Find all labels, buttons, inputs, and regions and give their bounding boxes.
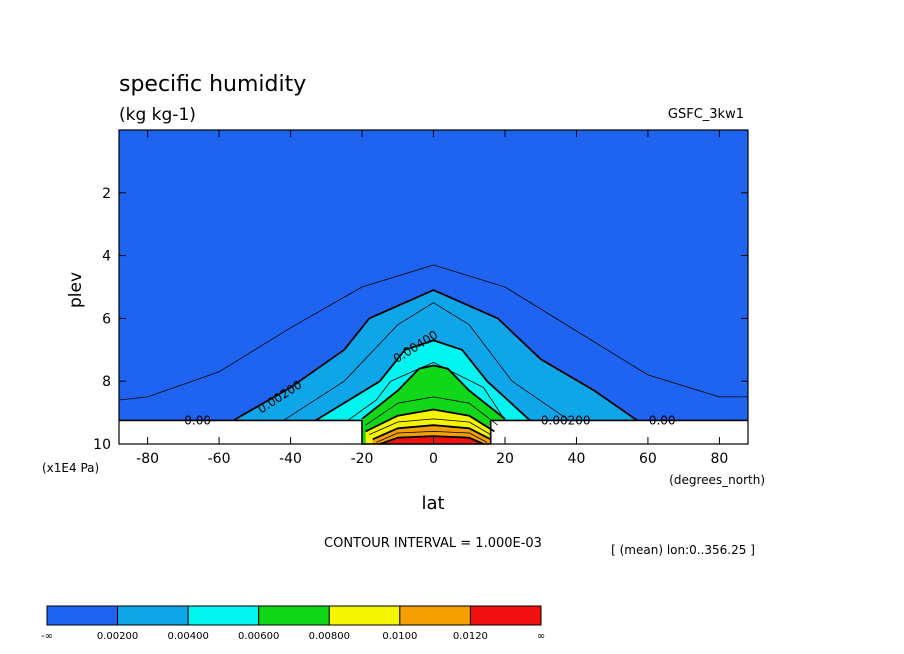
x-tick-label: -20 bbox=[351, 451, 374, 467]
surface-mask-right bbox=[490, 420, 748, 444]
contour-interval-text: CONTOUR INTERVAL = 1.000E-03 bbox=[324, 536, 542, 551]
contour-0.008 bbox=[365, 408, 495, 433]
x-axis-label: lat bbox=[421, 493, 444, 514]
x-tick-label: 40 bbox=[568, 451, 586, 467]
x-tick-label: -40 bbox=[279, 451, 302, 467]
contour-0.001 bbox=[118, 264, 748, 401]
y-tick-label: 8 bbox=[102, 374, 111, 390]
mean-text: [ (mean) lon:0..356.25 ] bbox=[611, 543, 755, 557]
x-tick-label: -60 bbox=[208, 451, 231, 467]
y-tick-label: 4 bbox=[102, 249, 111, 265]
x-tick-label: -80 bbox=[136, 451, 159, 467]
chart-title: specific humidity bbox=[119, 72, 306, 97]
chart-subtitle: (kg kg-1) bbox=[119, 105, 196, 125]
legend-swatch bbox=[469, 605, 542, 626]
contour-0.006 bbox=[361, 364, 506, 420]
contour-0.007 bbox=[365, 396, 499, 426]
y-tick-label: 6 bbox=[102, 311, 111, 327]
contour-0.002 bbox=[232, 289, 638, 422]
contour-label-group: 0.00200 bbox=[541, 413, 591, 427]
legend-swatch bbox=[399, 605, 471, 626]
y-axis-units: (x1E4 Pa) bbox=[42, 461, 99, 475]
contour-label: 0.00 bbox=[649, 413, 676, 427]
surface-mask-left bbox=[119, 420, 362, 444]
legend-label: 0.00600 bbox=[238, 631, 279, 642]
legend-swatch bbox=[258, 605, 330, 626]
y-tick-label: 2 bbox=[102, 186, 111, 202]
contour-0.005 bbox=[347, 361, 506, 421]
legend-label: 0.00200 bbox=[97, 631, 138, 642]
legend-swatch bbox=[46, 605, 119, 626]
y-axis-label: plev bbox=[66, 272, 86, 308]
contour-label: 0.00 bbox=[184, 413, 211, 427]
contour-0.004 bbox=[315, 339, 531, 422]
contour-label-group: 0.00 bbox=[184, 413, 211, 427]
color-legend: -∞ 0.00200 0.00400 0.00600 0.00800 0.0100 0.01… bbox=[41, 605, 545, 642]
x-tick-label: 20 bbox=[496, 451, 514, 467]
x-tick-label: 80 bbox=[710, 451, 728, 467]
legend-label: ∞ bbox=[537, 631, 545, 642]
contour-0.012 bbox=[379, 435, 484, 445]
legend-swatch bbox=[187, 605, 260, 626]
x-tick-label: 0 bbox=[429, 451, 438, 467]
y-tick-label: 10 bbox=[93, 437, 111, 453]
contour-label-group: 0.00 bbox=[649, 413, 676, 427]
x-tick-label: 60 bbox=[639, 451, 657, 467]
x-axis-units: (degrees_north) bbox=[669, 473, 765, 487]
contour-0.011 bbox=[376, 430, 488, 443]
legend-label: 0.00800 bbox=[309, 631, 350, 642]
contour-0.01 bbox=[372, 424, 492, 441]
legend-swatch bbox=[117, 605, 189, 626]
legend-label: -∞ bbox=[41, 631, 53, 642]
contour-0.003 bbox=[283, 302, 570, 421]
legend-label: 0.0120 bbox=[453, 631, 488, 642]
legend-label: 0.00400 bbox=[167, 631, 208, 642]
legend-swatch bbox=[328, 605, 401, 626]
dataset-name: GSFC_3kw1 bbox=[668, 107, 744, 122]
contour-0.009 bbox=[369, 418, 491, 435]
legend-label: 0.0100 bbox=[382, 631, 417, 642]
contour-label: 0.00200 bbox=[541, 413, 591, 427]
